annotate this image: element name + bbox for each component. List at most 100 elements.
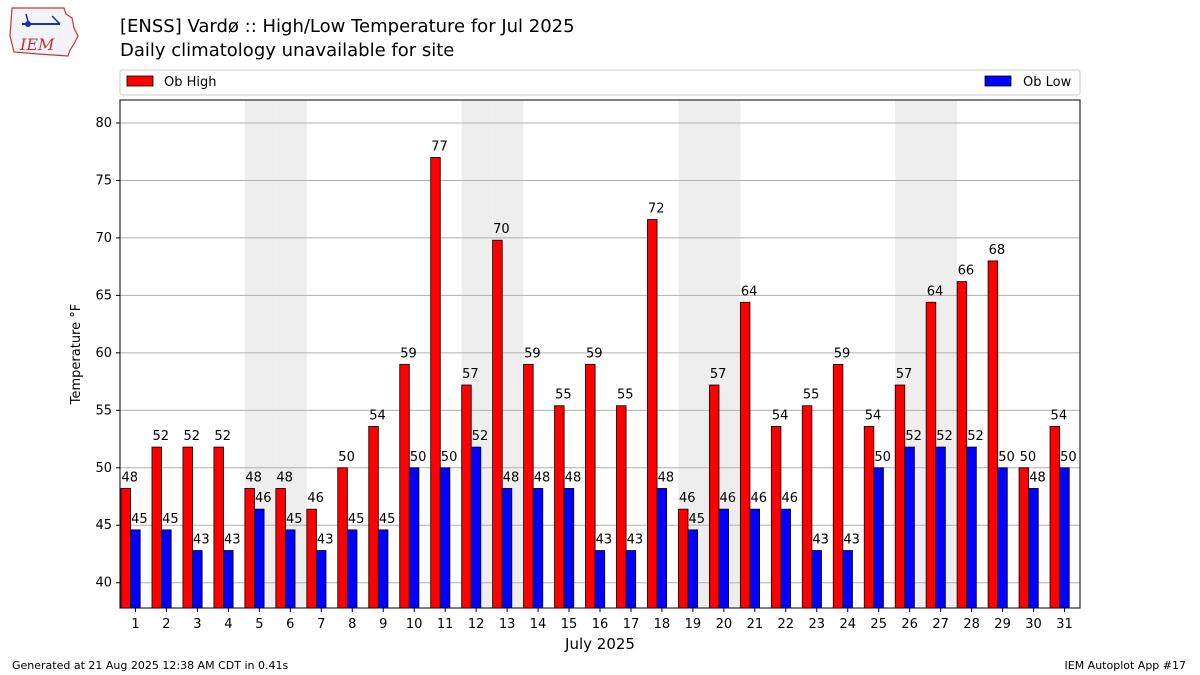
bar-ob-low-9 bbox=[377, 529, 389, 609]
x-tick-label-19: 19 bbox=[685, 617, 702, 632]
x-tick-label-9: 9 bbox=[379, 617, 387, 632]
bar-ob-low-11 bbox=[439, 467, 451, 609]
bar-ob-low-18 bbox=[656, 488, 668, 609]
value-label-ob-high-14: 59 bbox=[524, 346, 541, 361]
value-label-ob-high-11: 77 bbox=[431, 139, 448, 154]
y-axis-label: Temperature °F bbox=[69, 304, 84, 405]
x-tick-label-31: 31 bbox=[1056, 617, 1073, 632]
x-tick-label-22: 22 bbox=[778, 617, 795, 632]
value-label-ob-high-21: 64 bbox=[741, 284, 758, 299]
x-tick-label-17: 17 bbox=[623, 617, 640, 632]
x-tick-label-24: 24 bbox=[839, 617, 856, 632]
bar-ob-high-20 bbox=[708, 384, 720, 609]
y-tick-label-70: 70 bbox=[95, 231, 112, 246]
bar-ob-low-7 bbox=[316, 550, 327, 609]
value-label-ob-low-7: 43 bbox=[317, 533, 334, 548]
value-label-ob-high-24: 59 bbox=[834, 346, 851, 361]
value-label-ob-low-19: 45 bbox=[689, 512, 706, 527]
value-label-ob-high-5: 48 bbox=[245, 470, 262, 485]
x-tick-label-4: 4 bbox=[224, 617, 232, 632]
bar-ob-low-28 bbox=[966, 446, 977, 609]
x-tick-label-8: 8 bbox=[348, 617, 356, 632]
x-tick-label-20: 20 bbox=[716, 617, 733, 632]
value-label-ob-low-18: 48 bbox=[658, 470, 675, 485]
value-label-ob-high-26: 57 bbox=[896, 367, 913, 382]
y-tick-label-65: 65 bbox=[95, 288, 112, 303]
value-label-ob-high-10: 59 bbox=[400, 346, 417, 361]
value-label-ob-low-16: 43 bbox=[596, 533, 613, 548]
value-label-ob-low-6: 45 bbox=[286, 512, 303, 527]
bar-ob-high-11 bbox=[430, 157, 441, 609]
bar-ob-high-25 bbox=[863, 426, 875, 609]
value-label-ob-high-30: 50 bbox=[1020, 450, 1037, 465]
bar-ob-high-23 bbox=[801, 405, 813, 609]
bar-ob-high-19 bbox=[678, 508, 689, 609]
value-label-ob-high-22: 54 bbox=[772, 408, 789, 423]
legend-frame bbox=[119, 69, 1081, 96]
value-label-ob-high-31: 54 bbox=[1051, 408, 1068, 423]
x-tick-label-27: 27 bbox=[932, 617, 949, 632]
bar-ob-low-17 bbox=[625, 550, 637, 609]
value-label-ob-low-4: 43 bbox=[224, 533, 241, 548]
value-label-ob-high-2: 52 bbox=[152, 429, 169, 444]
legend-label-ob-low: Ob Low bbox=[1023, 75, 1072, 90]
value-label-ob-low-13: 48 bbox=[503, 470, 520, 485]
bar-ob-high-1 bbox=[120, 488, 132, 609]
value-label-ob-low-27: 52 bbox=[936, 429, 953, 444]
bar-ob-high-22 bbox=[770, 426, 782, 609]
bar-ob-high-10 bbox=[399, 363, 410, 609]
value-label-ob-high-1: 48 bbox=[122, 470, 139, 485]
value-label-ob-low-2: 45 bbox=[162, 512, 179, 527]
bar-ob-low-13 bbox=[501, 488, 513, 609]
svg-text:IEM: IEM bbox=[19, 35, 55, 54]
bar-ob-low-22 bbox=[780, 508, 791, 609]
y-tick-label-50: 50 bbox=[95, 461, 112, 476]
legend: Ob High Ob Low bbox=[119, 69, 1081, 96]
bar-ob-low-3 bbox=[192, 550, 203, 609]
value-label-ob-low-17: 43 bbox=[627, 533, 644, 548]
x-tick-label-25: 25 bbox=[870, 617, 887, 632]
value-label-ob-low-8: 45 bbox=[348, 512, 365, 527]
value-label-ob-low-15: 48 bbox=[565, 470, 582, 485]
bar-ob-high-17 bbox=[616, 405, 627, 609]
bar-ob-high-21 bbox=[739, 301, 751, 609]
value-label-ob-high-12: 57 bbox=[462, 367, 479, 382]
bar-ob-high-12 bbox=[461, 384, 472, 609]
bar-ob-low-14 bbox=[532, 488, 544, 609]
bar-ob-high-7 bbox=[306, 508, 317, 609]
iem-logo: IEM bbox=[9, 7, 79, 57]
bar-ob-low-27 bbox=[935, 446, 946, 609]
value-label-ob-low-29: 50 bbox=[998, 450, 1015, 465]
value-label-ob-high-13: 70 bbox=[493, 222, 510, 237]
bar-ob-high-26 bbox=[894, 384, 906, 609]
bar-ob-low-19 bbox=[687, 529, 699, 609]
value-label-ob-high-3: 52 bbox=[183, 429, 200, 444]
y-tick-label-60: 60 bbox=[95, 346, 112, 361]
value-label-ob-low-30: 48 bbox=[1029, 470, 1046, 485]
value-label-ob-low-26: 52 bbox=[905, 429, 922, 444]
bar-ob-low-31 bbox=[1059, 467, 1070, 609]
x-tick-label-5: 5 bbox=[255, 617, 263, 632]
x-tick-label-26: 26 bbox=[901, 617, 918, 632]
bar-ob-high-29 bbox=[987, 260, 999, 609]
bar-ob-low-29 bbox=[997, 467, 1008, 609]
value-label-ob-low-22: 46 bbox=[781, 491, 798, 506]
chart-subtitle: Daily climatology unavailable for site bbox=[120, 40, 455, 61]
bar-ob-high-13 bbox=[492, 239, 503, 609]
bar-ob-low-24 bbox=[842, 550, 853, 609]
value-label-ob-high-19: 46 bbox=[679, 491, 696, 506]
bar-ob-low-5 bbox=[254, 508, 265, 609]
value-label-ob-low-25: 50 bbox=[874, 450, 891, 465]
bar-ob-low-10 bbox=[408, 467, 420, 609]
bar-ob-high-5 bbox=[244, 488, 255, 609]
x-axis-label: July 2025 bbox=[564, 635, 635, 653]
bar-ob-high-18 bbox=[647, 219, 658, 609]
x-tick-label-23: 23 bbox=[809, 617, 826, 632]
x-tick-label-28: 28 bbox=[963, 617, 980, 632]
x-tick-label-3: 3 bbox=[193, 617, 201, 632]
bar-ob-low-30 bbox=[1028, 488, 1039, 609]
bar-ob-low-20 bbox=[718, 508, 729, 609]
bar-ob-high-9 bbox=[368, 426, 379, 609]
value-label-ob-low-11: 50 bbox=[441, 450, 458, 465]
value-label-ob-high-15: 55 bbox=[555, 388, 572, 403]
